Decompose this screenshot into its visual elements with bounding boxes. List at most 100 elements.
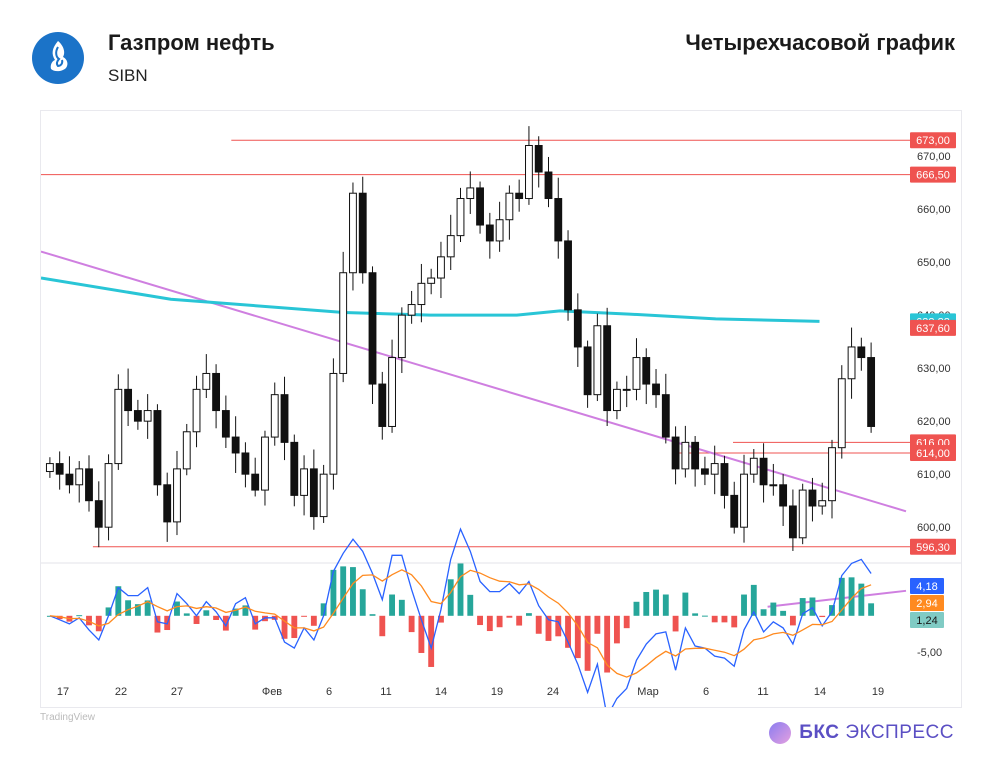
chart-title: Четырехчасовой график xyxy=(685,30,955,55)
histogram-bar-down xyxy=(428,615,435,667)
brand-part1: БКС xyxy=(799,722,840,743)
candle-down xyxy=(808,489,817,507)
macd-value-label: 4,18 xyxy=(916,581,937,593)
histogram-bar-up xyxy=(447,579,454,616)
y-tick-label: 620,00 xyxy=(917,416,951,428)
candle-down xyxy=(534,145,543,173)
candle-down xyxy=(671,436,680,470)
price-label-box xyxy=(910,132,956,149)
candle-down xyxy=(720,463,729,496)
histogram-bar-down xyxy=(438,615,444,623)
macd-value-label: 2,94 xyxy=(916,598,937,610)
histogram-bar-down xyxy=(789,615,796,626)
histogram-bar-up xyxy=(174,601,180,616)
histogram-bar-up xyxy=(770,602,777,616)
macd-value-box xyxy=(910,595,944,611)
histogram-bar-up xyxy=(125,600,132,616)
histogram-bar-up xyxy=(799,598,806,616)
candle-up xyxy=(329,372,338,475)
candle-down xyxy=(857,346,866,359)
candle-down xyxy=(309,468,318,518)
bks-logo-icon xyxy=(769,722,792,744)
x-tick-label: 27 xyxy=(171,686,183,698)
histogram-bar-up xyxy=(134,604,141,616)
price-label: 637,60 xyxy=(916,323,950,335)
candle-down xyxy=(476,187,484,226)
candle-up xyxy=(681,441,690,470)
histogram-bar-up xyxy=(848,577,855,616)
x-tick-label: 11 xyxy=(380,686,391,698)
price-label-box xyxy=(910,319,956,336)
histogram-bar-down xyxy=(613,615,620,644)
histogram-bar-down xyxy=(721,615,728,623)
histogram-bar-down xyxy=(565,615,571,648)
histogram-bar-down xyxy=(193,615,200,624)
candle-up xyxy=(143,410,152,422)
histogram-bar-up xyxy=(115,586,122,616)
candles-group xyxy=(45,126,876,551)
candle-down xyxy=(378,383,387,427)
y-tick-label: 610,00 xyxy=(917,469,951,481)
histogram-bar-up xyxy=(330,569,337,616)
histogram-bar-down xyxy=(154,615,161,633)
y-tick-label: 660,00 xyxy=(917,204,951,216)
histogram-bar-up xyxy=(340,566,347,616)
histogram-bar-down xyxy=(545,615,552,641)
candle-up xyxy=(182,431,191,470)
histogram-bar-down xyxy=(408,615,415,633)
histogram-bar-up xyxy=(369,614,376,616)
candle-up xyxy=(104,463,113,528)
histogram-bar-down xyxy=(623,615,630,629)
y-tick-label: 670,00 xyxy=(917,151,951,163)
candle-up xyxy=(427,277,436,284)
histogram-bar-down xyxy=(379,615,386,637)
candle-down xyxy=(485,224,494,242)
histogram-bar-down xyxy=(506,615,513,618)
histogram-bar-up xyxy=(701,615,708,617)
candle-down xyxy=(133,410,142,422)
histogram-bar-down xyxy=(486,615,493,632)
candle-down xyxy=(358,192,367,274)
macd-line xyxy=(49,527,872,707)
histogram-bar-up xyxy=(653,589,659,616)
candle-up xyxy=(710,463,719,475)
histogram-bar-up xyxy=(359,589,366,616)
candle-down xyxy=(730,494,739,528)
channel-line xyxy=(767,589,907,608)
candle-down xyxy=(652,383,660,396)
candle-up xyxy=(114,388,123,465)
candle-up xyxy=(446,235,455,258)
histogram-bar-down xyxy=(213,615,220,620)
histogram-bar-up xyxy=(760,609,767,616)
histogram-bar-up xyxy=(868,603,875,616)
x-tick-label: 14 xyxy=(435,686,447,698)
x-tick-label: 19 xyxy=(491,686,503,698)
price-label-box xyxy=(910,166,956,183)
candle-down xyxy=(583,346,592,396)
histogram-bar-down xyxy=(86,615,92,626)
histogram-group xyxy=(46,563,875,673)
histogram-bar-up xyxy=(662,594,669,616)
candle-up xyxy=(740,473,748,528)
histogram-bar-down xyxy=(594,615,601,634)
candle-up xyxy=(749,457,758,475)
candle-down xyxy=(867,357,876,427)
candle-down xyxy=(788,505,797,539)
histogram-bar-up xyxy=(526,613,532,616)
candle-up xyxy=(622,388,631,391)
candle-down xyxy=(642,357,651,385)
candle-up xyxy=(456,198,465,237)
candle-down xyxy=(212,372,221,412)
histogram-bar-down xyxy=(819,615,826,618)
candle-down xyxy=(221,410,230,438)
macd-value-label: 1,24 xyxy=(916,615,937,627)
histogram-bar-down xyxy=(555,615,562,637)
candle-up xyxy=(173,468,181,523)
candle-down xyxy=(779,484,788,507)
histogram-bar-down xyxy=(477,615,483,626)
candle-up xyxy=(270,394,279,438)
histogram-bar-down xyxy=(95,615,102,632)
histogram-bar-down xyxy=(604,615,611,673)
histogram-bar-down xyxy=(535,615,542,634)
price-label-box xyxy=(910,538,956,555)
